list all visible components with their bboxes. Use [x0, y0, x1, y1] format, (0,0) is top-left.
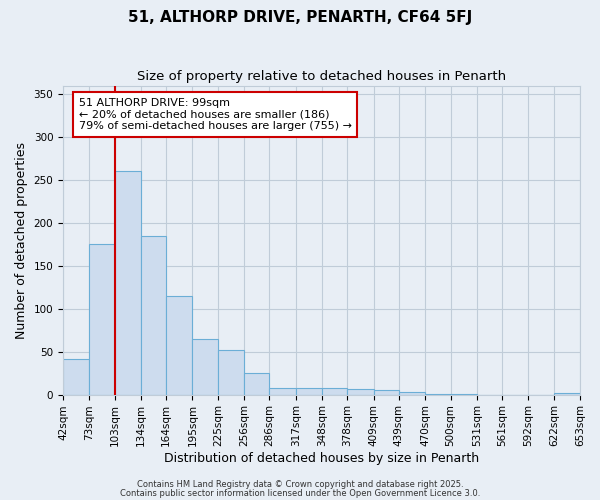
Text: 51 ALTHORP DRIVE: 99sqm
← 20% of detached houses are smaller (186)
79% of semi-d: 51 ALTHORP DRIVE: 99sqm ← 20% of detache… — [79, 98, 352, 131]
Bar — [166, 296, 193, 394]
Bar — [141, 236, 166, 394]
Text: Contains public sector information licensed under the Open Government Licence 3.: Contains public sector information licen… — [120, 488, 480, 498]
Text: 51, ALTHORP DRIVE, PENARTH, CF64 5FJ: 51, ALTHORP DRIVE, PENARTH, CF64 5FJ — [128, 10, 472, 25]
Bar — [115, 172, 141, 394]
X-axis label: Distribution of detached houses by size in Penarth: Distribution of detached houses by size … — [164, 452, 479, 465]
Title: Size of property relative to detached houses in Penarth: Size of property relative to detached ho… — [137, 70, 506, 83]
Text: Contains HM Land Registry data © Crown copyright and database right 2025.: Contains HM Land Registry data © Crown c… — [137, 480, 463, 489]
Bar — [322, 388, 347, 394]
Bar — [399, 392, 425, 394]
Bar — [374, 390, 399, 394]
Bar — [554, 393, 580, 394]
Bar — [244, 373, 269, 394]
Bar — [89, 244, 115, 394]
Bar — [218, 350, 244, 395]
Bar — [296, 388, 322, 394]
Y-axis label: Number of detached properties: Number of detached properties — [15, 142, 28, 338]
Bar — [63, 358, 89, 394]
Bar — [269, 388, 296, 394]
Bar — [347, 390, 374, 394]
Bar — [193, 339, 218, 394]
